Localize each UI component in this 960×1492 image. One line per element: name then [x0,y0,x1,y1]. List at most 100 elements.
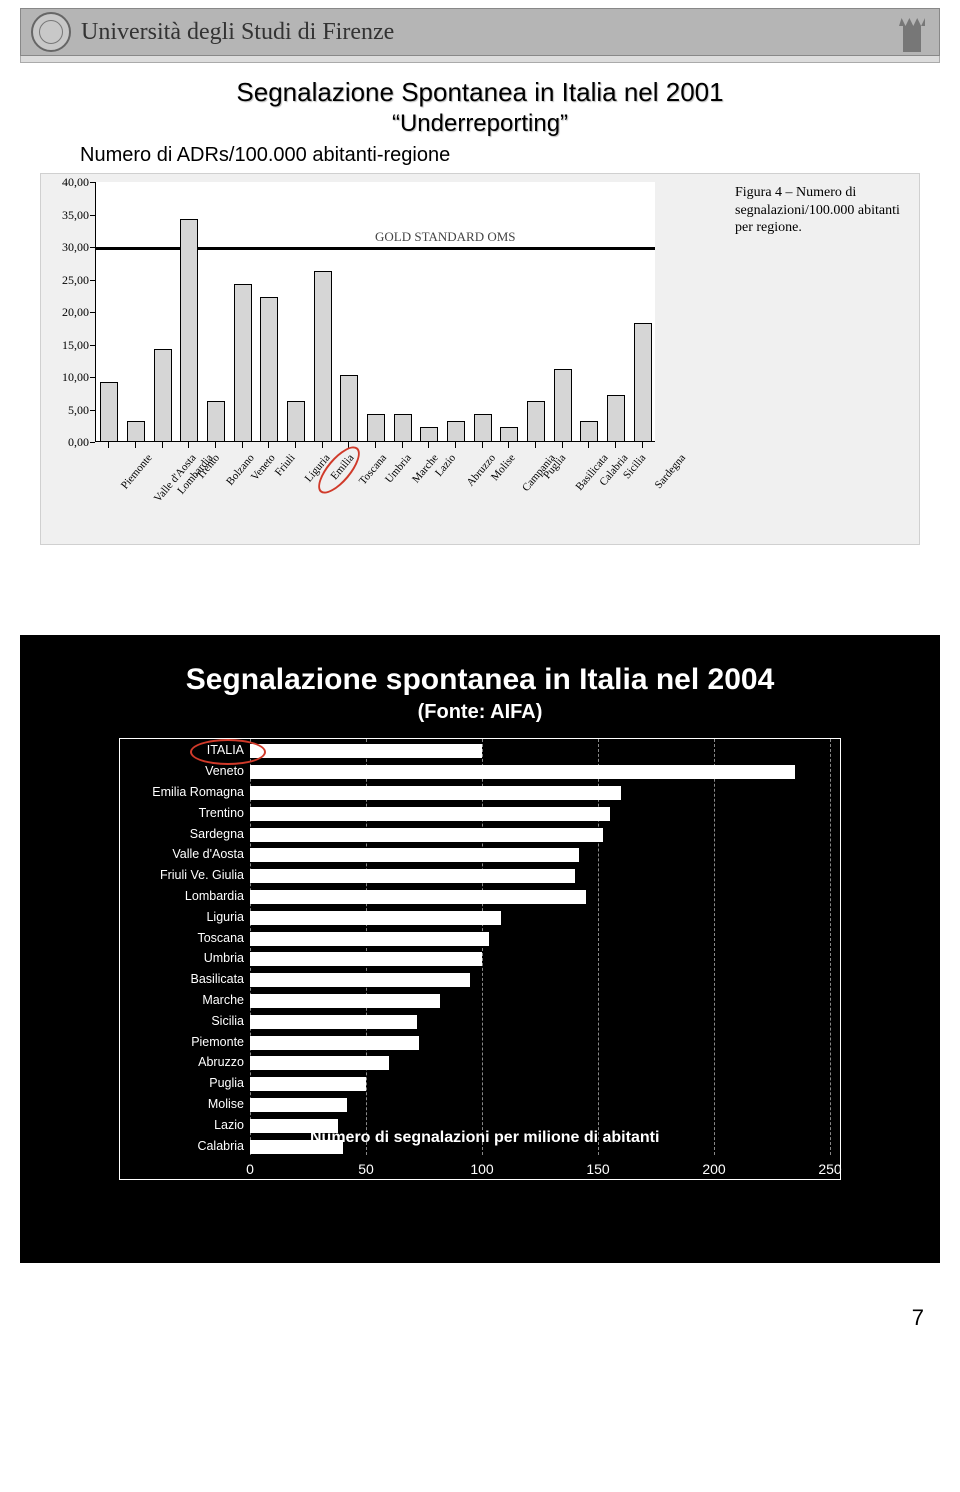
chart1-ytick-label: 35,00 [45,208,89,223]
chart2-xtick-label: 200 [702,1161,725,1177]
chart2-bar [250,1036,419,1050]
chart1-ytick-label: 25,00 [45,273,89,288]
chart2-gridline [482,739,483,1155]
chart1-bar [420,427,438,442]
chart2-xtick-label: 0 [246,1161,254,1177]
chart2-ylabel: Calabria [120,1139,244,1153]
chart1-ytick-label: 40,00 [45,175,89,190]
section2-slide: Segnalazione spontanea in Italia nel 200… [20,635,940,1263]
chart1-bar [234,284,252,442]
chart2-ylabel: Sardegna [120,827,244,841]
header-underline [20,56,940,63]
chart2-bar [250,1015,417,1029]
chart2-ylabel: Umbria [120,951,244,965]
university-name: Università degli Studi di Firenze [81,19,895,46]
chart2-xtick-label: 100 [470,1161,493,1177]
chart1-panel: Figura 4 – Numero di segnalazioni/100.00… [40,173,920,545]
chart2-xtick-label: 50 [358,1161,374,1177]
chart2-bar [250,1056,389,1070]
chart2-bar [250,1098,347,1112]
chart1-ytick-label: 15,00 [45,338,89,353]
gold-standard-line [95,247,655,250]
university-header: Università degli Studi di Firenze [20,8,940,56]
chart2-ylabel: Marche [120,993,244,1007]
chart1-ytick-label: 5,00 [45,403,89,418]
chart2-bar [250,994,440,1008]
gold-standard-label: GOLD STANDARD OMS [375,229,516,245]
chart2-gridline [714,739,715,1155]
italia-highlight-ellipse [190,739,266,765]
chart2-ylabel: Sicilia [120,1014,244,1028]
chart1-bar [127,421,145,443]
chart2-ylabel: Valle d'Aosta [120,847,244,861]
tower-icon [895,12,929,52]
chart2-bar [250,744,482,758]
chart2-bar [250,1077,366,1091]
chart1-bar [100,382,118,443]
chart2: 050100150200250ITALIAVenetoEmilia Romagn… [119,738,841,1180]
chart2-bar [250,911,501,925]
chart1-bar [607,395,625,443]
chart2-xtick-label: 150 [586,1161,609,1177]
chart1-bar [447,421,465,443]
university-seal-icon [31,12,71,52]
chart2-ylabel: Lombardia [120,889,244,903]
chart1-bar [554,369,572,443]
page-number: 7 [912,1305,924,1331]
chart1-bar [580,421,598,443]
chart1-bar [527,401,545,442]
chart2-bar [250,807,610,821]
section1-title: Segnalazione Spontanea in Italia nel 200… [0,77,960,108]
chart1-xlabel: Umbria [383,452,414,485]
chart2-ylabel: Toscana [120,931,244,945]
chart2-ylabel: Piemonte [120,1035,244,1049]
section1-subtitle: Numero di ADRs/100.000 abitanti-regione [80,144,960,167]
chart1-bar [340,375,358,442]
chart1-xlabel: Toscana [357,452,389,487]
section2-subtitle: (Fonte: AIFA) [60,701,900,724]
chart1-bar [394,414,412,442]
chart2-ylabel: Lazio [120,1118,244,1132]
chart2-gridline [598,739,599,1155]
chart1-bar [287,401,305,442]
chart2-gridline [830,739,831,1155]
chart2-ylabel: Veneto [120,764,244,778]
chart1: 0,005,0010,0015,0020,0025,0030,0035,0040… [95,182,655,442]
chart1-xlabel: Friuli [273,452,298,478]
chart2-ylabel: Basilicata [120,972,244,986]
chart1-ytick-label: 0,00 [45,435,89,450]
section2-title: Segnalazione spontanea in Italia nel 200… [60,663,900,697]
chart1-ytick-label: 30,00 [45,240,89,255]
chart2-gridline [366,739,367,1155]
page: Università degli Studi di Firenze Segnal… [0,8,960,1303]
chart2-ylabel: Emilia Romagna [120,785,244,799]
chart2-ylabel: Trentino [120,806,244,820]
chart1-ytick-label: 10,00 [45,370,89,385]
chart1-ytick-label: 20,00 [45,305,89,320]
chart2-ylabel: Friuli Ve. Giulia [120,868,244,882]
chart2-ylabel: Abruzzo [120,1055,244,1069]
chart1-bar [314,271,332,442]
chart1-bar [154,349,172,442]
chart1-xlabel: Trento [195,452,223,482]
chart2-ylabel: Puglia [120,1076,244,1090]
chart2-bar [250,786,621,800]
chart1-xlabel: Piemonte [119,452,155,492]
section1-title-2: “Underreporting” [0,110,960,138]
section1-title-block: Segnalazione Spontanea in Italia nel 200… [0,77,960,138]
chart2-bar [250,848,579,862]
chart2-bar [250,828,603,842]
chart1-bar [500,427,518,442]
chart2-bar [250,765,795,779]
chart2-bar [250,952,482,966]
chart2-bar [250,973,470,987]
chart2-bar [250,869,575,883]
chart2-gridline [250,739,251,1155]
chart1-caption: Figura 4 – Numero di segnalazioni/100.00… [735,184,905,237]
chart2-xtick-label: 250 [818,1161,841,1177]
chart1-xlabel: Sardegna [652,452,688,491]
chart2-bar [250,890,586,904]
chart1-bar [474,414,492,442]
chart2-ylabel: Molise [120,1097,244,1111]
chart1-bar [207,401,225,442]
